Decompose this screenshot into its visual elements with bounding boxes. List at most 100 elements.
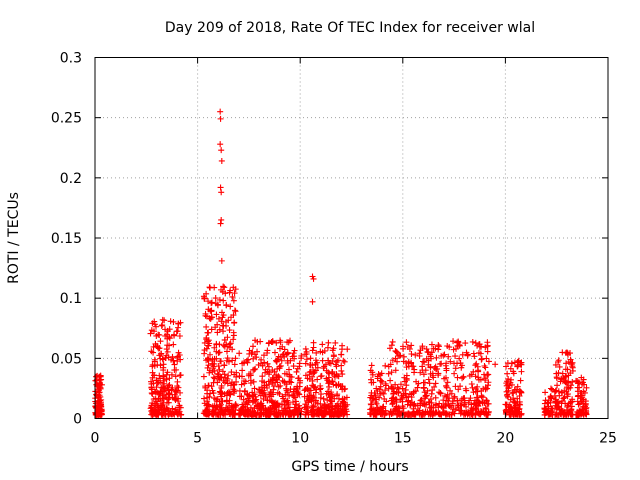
data-point [545,403,552,410]
data-point [437,390,444,397]
data-point [275,383,282,390]
data-point [200,373,207,380]
data-point [207,351,214,358]
data-point [164,342,171,349]
data-point [210,365,217,372]
data-point [277,354,284,361]
data-point [309,347,316,354]
data-point [317,410,324,417]
data-point [547,385,554,392]
data-point [177,389,184,396]
data-point [154,380,161,387]
data-point [483,397,490,404]
data-point [419,358,426,365]
data-point [268,389,275,396]
data-point [445,402,452,409]
data-point [221,391,228,398]
data-point [203,290,210,297]
data-point [323,404,330,411]
data-point [385,370,392,377]
data-point [159,401,166,408]
data-point [205,342,212,349]
data-point [504,370,511,377]
data-point [340,407,347,414]
data-point [150,328,157,335]
data-point [375,370,382,377]
data-point [334,410,341,417]
data-point [467,395,474,402]
data-point [323,390,330,397]
data-point [451,393,458,400]
data-point [262,369,269,376]
data-point [302,360,309,367]
data-point [220,312,227,319]
data-point [230,336,237,343]
data-point [97,384,104,391]
data-point [310,275,317,282]
data-point [216,376,223,383]
data-point [252,397,259,404]
data-point [513,410,520,417]
data-point [517,377,524,384]
data-point [149,409,156,416]
data-point [421,379,428,386]
data-point [419,344,426,351]
data-point [206,393,213,400]
data-point [158,384,165,391]
data-point [412,411,419,418]
data-point [304,409,311,416]
data-point [309,404,316,411]
data-point [568,359,575,366]
x-axis-label: GPS time / hours [291,459,408,475]
data-point [205,298,212,305]
data-point [250,378,257,385]
data-point [168,356,175,363]
data-point [503,363,510,370]
data-point [273,376,280,383]
data-point [408,394,415,401]
data-point [203,323,210,330]
data-point [213,355,220,362]
data-point [285,366,292,373]
data-point [324,404,331,411]
data-point [163,391,170,398]
data-point [422,367,429,374]
data-point [166,391,173,398]
data-point [373,385,380,392]
data-point [250,355,257,362]
data-point [472,373,479,380]
data-point [368,389,375,396]
y-tick-label: 0 [73,412,82,428]
data-point [332,361,339,368]
data-point [218,318,225,325]
data-point [211,344,218,351]
data-point [377,390,384,397]
data-point [307,387,314,394]
data-point [320,395,327,402]
data-point [431,383,438,390]
data-point [296,407,303,414]
data-point [484,400,491,407]
data-point [248,350,255,357]
data-point [211,375,218,382]
data-point [158,405,165,412]
data-point [329,378,336,385]
data-point [315,410,322,417]
data-point [406,346,413,353]
data-point [401,378,408,385]
data-point [314,376,321,383]
data-point [373,400,380,407]
data-point [412,351,419,358]
data-point [313,349,320,356]
data-point [563,388,570,395]
data-point [302,345,309,352]
data-point [481,362,488,369]
data-point [372,393,379,400]
data-point [297,377,304,384]
data-point [266,381,273,388]
data-point [215,371,222,378]
data-point [558,400,565,407]
data-point [226,327,233,334]
data-point [344,346,351,353]
